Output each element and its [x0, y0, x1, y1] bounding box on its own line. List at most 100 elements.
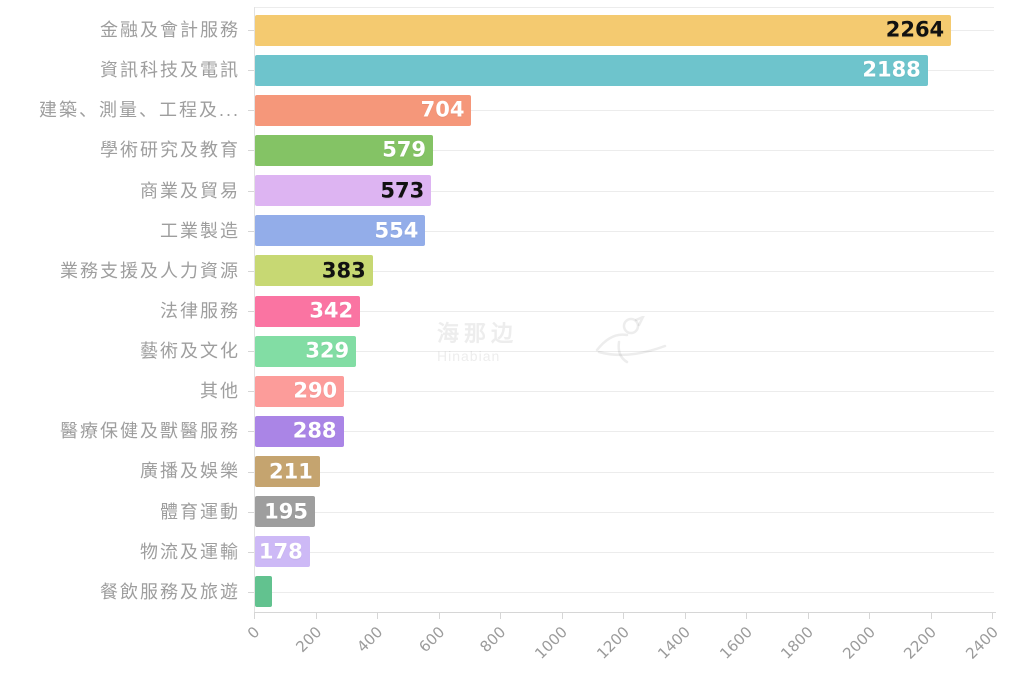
x-axis-tick: [623, 613, 624, 619]
x-axis-tick-label: 800: [476, 623, 510, 656]
bar-value-label: 290: [293, 378, 338, 403]
category-label: 工業製造: [160, 220, 240, 241]
y-axis-tick: [248, 391, 254, 393]
category-label: 廣播及娛樂: [140, 461, 240, 482]
x-axis-tick: [561, 613, 563, 619]
bar[interactable]: 178: [255, 536, 310, 568]
bar-value-label: 288: [292, 418, 337, 443]
category-label: 其他: [200, 381, 240, 402]
gridline: [254, 150, 994, 152]
bar-value-label: 383: [321, 258, 366, 283]
gridline: [254, 230, 994, 232]
y-axis-tick: [248, 110, 254, 112]
y-axis-line: [254, 7, 255, 615]
bar[interactable]: 2264: [255, 14, 952, 46]
gridline: [254, 311, 994, 312]
y-axis-tick: [248, 150, 254, 152]
category-label: 資訊科技及電訊: [100, 60, 240, 81]
x-axis-tick-label: 0: [244, 623, 264, 643]
x-axis-tick-label: 600: [415, 623, 449, 656]
x-axis-tick: [807, 613, 809, 619]
gridline-top: [254, 7, 994, 8]
watermark-text-cn: 海那边: [437, 321, 519, 346]
category-label: 餐飲服務及旅遊: [100, 581, 240, 602]
y-axis-tick: [248, 471, 254, 473]
gridline: [254, 110, 994, 112]
category-label: 業務支援及人力資源: [60, 260, 240, 281]
category-label: 物流及運輸: [140, 541, 240, 562]
x-axis-line: [254, 612, 996, 613]
bar[interactable]: 554: [255, 215, 426, 247]
y-axis-tick: [248, 511, 254, 513]
bar-value-label: 573: [380, 178, 425, 203]
bar[interactable]: 2188: [255, 54, 928, 86]
category-label: 金融及會計服務: [100, 20, 240, 40]
y-axis-tick: [248, 351, 254, 353]
bar-value-label: 342: [309, 298, 354, 323]
bar[interactable]: 704: [255, 94, 472, 126]
bird-logo-icon: [595, 316, 667, 364]
bar-value-label: 704: [420, 97, 465, 122]
x-axis-tick-label: 1600: [715, 623, 756, 663]
x-axis-tick: [992, 613, 993, 619]
x-axis-tick-label: 2200: [900, 623, 941, 663]
category-label: 體育運動: [160, 501, 240, 522]
y-axis-tick: [248, 551, 254, 553]
x-axis-tick: [377, 613, 378, 619]
bar-value-label: 579: [382, 137, 427, 162]
x-axis-tick-label: 1800: [777, 623, 818, 663]
x-axis-tick: [254, 613, 255, 619]
x-axis-tick-label: 2400: [961, 623, 1002, 663]
bar[interactable]: 211: [255, 456, 320, 488]
category-label: 學術研究及教育: [100, 140, 240, 161]
gridline: [254, 351, 994, 353]
x-axis-tick-label: 400: [353, 623, 387, 656]
gridline: [254, 391, 994, 393]
bar[interactable]: 342: [255, 295, 361, 327]
category-label: 法律服務: [160, 300, 240, 321]
x-axis-tick: [684, 613, 686, 619]
y-axis-tick: [248, 591, 254, 593]
bar-value-label: 329: [305, 338, 350, 363]
y-axis-tick: [248, 30, 254, 32]
x-axis-tick: [746, 613, 747, 619]
x-axis-tick: [315, 613, 317, 619]
bar[interactable]: 579: [255, 134, 434, 166]
x-axis-tick-label: 200: [292, 623, 326, 656]
bar[interactable]: 329: [255, 335, 357, 367]
y-axis-tick: [248, 431, 254, 433]
y-axis-tick: [248, 190, 254, 192]
bar-value-label: 554: [374, 218, 419, 243]
bar[interactable]: 288: [255, 415, 344, 447]
category-label: 藝術及文化: [140, 341, 240, 362]
x-axis-tick-label: 1000: [531, 623, 572, 663]
category-label: 醫療保健及獸醫服務: [60, 421, 240, 442]
x-axis-tick: [500, 613, 501, 619]
bar[interactable]: 290: [255, 375, 345, 407]
gridline: [254, 190, 994, 192]
bar-value-label: 2264: [885, 17, 945, 42]
watermark: 海那边 Hinabian: [437, 316, 667, 364]
x-axis-tick: [438, 613, 440, 619]
bar[interactable]: 383: [255, 255, 373, 287]
y-axis-tick: [248, 70, 254, 72]
x-axis-tick-label: 1400: [654, 623, 695, 663]
gridline: [254, 270, 994, 272]
category-label: 商業及貿易: [140, 180, 240, 201]
bar[interactable]: [255, 576, 272, 608]
y-axis-tick: [248, 311, 254, 312]
y-axis-tick: [248, 270, 254, 272]
bar[interactable]: 195: [255, 496, 315, 528]
bar[interactable]: 573: [255, 175, 432, 207]
bar-value-label: 195: [264, 499, 308, 524]
gridline: [254, 591, 994, 593]
bar-value-label: 211: [269, 459, 313, 484]
x-axis-tick-label: 1200: [592, 623, 633, 663]
gridline: [254, 551, 994, 553]
bar-value-label: 2188: [862, 57, 921, 82]
gridline: [254, 471, 994, 473]
gridline: [254, 431, 994, 433]
x-axis-tick: [869, 613, 870, 619]
bar-value-label: 178: [258, 539, 303, 564]
